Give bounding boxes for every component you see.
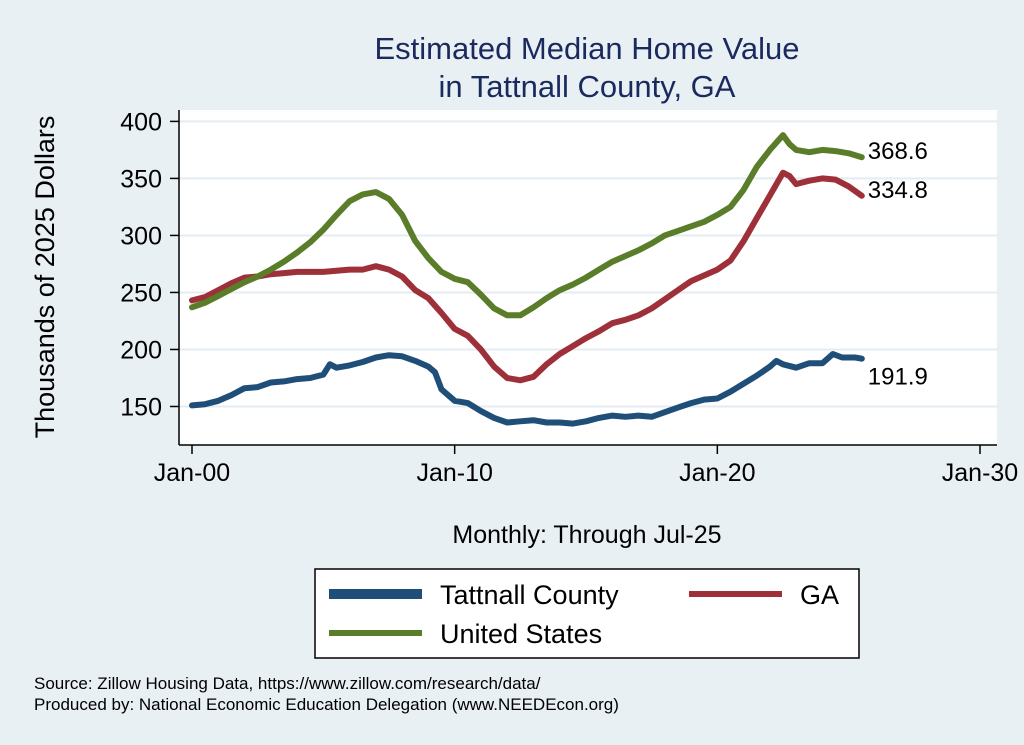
source-line-1: Source: Zillow Housing Data, https://www…: [34, 674, 541, 693]
y-axis-title: Thousands of 2025 Dollars: [30, 116, 60, 439]
x-axis-title: Monthly: Through Jul-25: [452, 521, 721, 549]
legend: Tattnall County GA United States: [329, 580, 839, 649]
y-axis: 150 200 250 300 350 400: [120, 108, 180, 445]
legend-label-ga: GA: [800, 580, 839, 610]
end-label-tattnall-county: 191.9: [868, 364, 928, 391]
series-line-ga: [189, 169, 865, 384]
x-axis: Jan-00 Jan-10 Jan-20 Jan-30: [154, 444, 1018, 487]
y-tick-label: 150: [120, 393, 162, 421]
chart-title-line-2: in Tattnall County, GA: [439, 69, 736, 104]
y-tick-label: 400: [120, 108, 162, 136]
y-tick-label: 300: [120, 222, 162, 250]
legend-box: [314, 568, 860, 659]
y-tick-label: 200: [120, 336, 162, 364]
series-lines: [189, 132, 865, 427]
series-line-tattnall-county: [189, 351, 865, 427]
y-tick-label: 350: [120, 165, 162, 193]
y-tick-label: 250: [120, 279, 162, 307]
end-labels: 191.9 334.8 368.6: [868, 138, 928, 391]
legend-label-united-states: United States: [440, 619, 602, 649]
end-label-ga: 334.8: [868, 177, 928, 204]
x-tick-label: Jan-20: [679, 459, 755, 487]
x-tick-label: Jan-10: [416, 459, 492, 487]
chart-title-line-1: Estimated Median Home Value: [374, 31, 799, 66]
x-tick-label: Jan-30: [942, 459, 1018, 487]
legend-label-tattnall-county: Tattnall County: [440, 580, 619, 610]
source-line-2: Produced by: National Economic Education…: [34, 695, 619, 714]
end-label-united-states: 368.6: [868, 138, 928, 165]
series-line-united-states: [189, 132, 865, 319]
x-tick-label: Jan-00: [154, 459, 230, 487]
